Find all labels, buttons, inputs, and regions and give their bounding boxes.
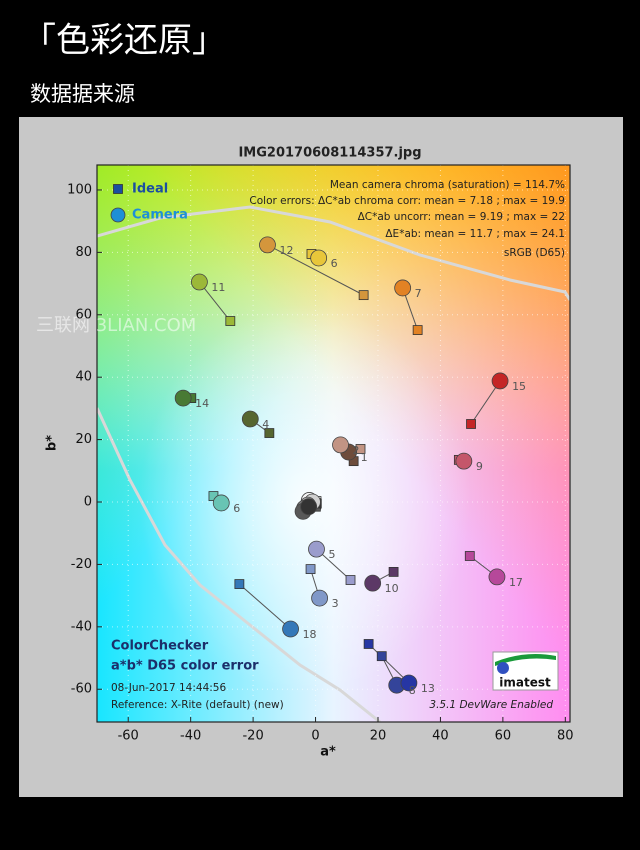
camera-point	[191, 273, 208, 291]
error-line	[368, 643, 410, 684]
point-label: 4	[262, 418, 269, 431]
x-tick-label: 0	[311, 729, 319, 744]
version-text: 3.5.1 DevWare Enabled	[429, 699, 553, 711]
x-tick-label: -60	[118, 729, 139, 744]
camera-point	[394, 279, 412, 297]
ideal-point	[464, 551, 475, 561]
y-tick-label: -20	[71, 557, 92, 572]
y-tick-label: 100	[67, 182, 92, 197]
annotation: Color errors: ΔC*ab chroma corr: mean = …	[249, 195, 565, 207]
camera-point	[491, 372, 509, 390]
annotation: ΔC*ab uncorr: mean = 9.19 ; max = 22	[358, 211, 565, 223]
page-title: 「色彩还原」	[22, 21, 226, 61]
watermark: 三联网 3LIAN.COM	[36, 315, 196, 336]
legend-label: Ideal	[132, 182, 168, 197]
error-line	[239, 583, 291, 630]
point-label: 5	[328, 548, 335, 561]
logo-swoosh	[495, 654, 556, 666]
point-label: 18	[303, 628, 317, 641]
error-line	[470, 380, 501, 425]
gamut-boundary	[97, 407, 381, 722]
camera-point	[308, 540, 325, 558]
camera-point	[241, 410, 259, 428]
camera-point	[310, 249, 328, 267]
footer-text: a*b* D65 color error	[111, 659, 259, 674]
annotation: ΔE*ab: mean = 11.7 ; max = 24.1	[385, 228, 565, 240]
ideal-point	[466, 419, 476, 429]
camera-point	[212, 494, 230, 512]
page-subtitle: 数据据来源	[30, 82, 135, 106]
point-label: 6	[233, 502, 240, 515]
ideal-point	[388, 567, 399, 577]
footer-text: Reference: X-Rite (default) (new)	[111, 699, 284, 711]
point-label: 1	[361, 451, 368, 464]
ideal-point	[412, 325, 423, 335]
x-axis-label: a*	[320, 745, 336, 760]
x-tick-label: -20	[242, 729, 263, 744]
y-tick-label: 40	[75, 370, 92, 385]
camera-point	[364, 574, 382, 592]
camera-point	[488, 568, 506, 586]
ideal-point	[363, 639, 374, 649]
y-tick-label: 80	[75, 245, 92, 260]
point-label: 11	[211, 281, 225, 294]
camera-point	[400, 674, 418, 692]
point-label: 6	[331, 257, 338, 270]
point-label: 2	[353, 444, 360, 457]
ideal-point	[225, 316, 236, 326]
y-axis-label: b*	[45, 435, 60, 451]
point-label: 9	[476, 460, 483, 473]
point-label: 8	[409, 684, 416, 697]
gamut-boundary	[97, 205, 570, 301]
x-tick-label: -40	[180, 729, 201, 744]
camera-point	[174, 389, 192, 407]
logo-dot	[497, 662, 509, 674]
camera-point	[259, 236, 276, 254]
y-tick-label: 60	[75, 307, 92, 322]
point-label: 13	[421, 682, 435, 695]
point-label: 10	[385, 582, 399, 595]
ideal-point	[234, 579, 245, 589]
legend-marker	[113, 184, 123, 194]
point-label: 14	[195, 397, 209, 410]
chart-title: IMG20170608114357.jpg	[238, 146, 421, 161]
point-label: 15	[512, 380, 526, 393]
camera-point	[332, 436, 349, 454]
camera-point	[311, 589, 329, 607]
camera-point	[300, 498, 318, 516]
point-label: 3	[332, 597, 339, 610]
point-label: 12	[279, 244, 293, 257]
ideal-point	[376, 651, 387, 662]
point-label: 7	[415, 287, 422, 300]
x-tick-label: 80	[557, 729, 574, 744]
logo-text: imatest	[499, 676, 551, 690]
ideal-point	[264, 428, 275, 438]
camera-point	[455, 452, 473, 470]
ideal-point	[358, 290, 369, 301]
y-tick-label: -40	[71, 619, 92, 634]
footer-text: ColorChecker	[111, 639, 209, 654]
error-line	[267, 244, 364, 296]
camera-point	[282, 620, 299, 638]
y-tick-label: -60	[71, 682, 92, 697]
y-tick-label: 0	[84, 495, 92, 510]
x-tick-label: 60	[495, 729, 512, 744]
legend-marker	[110, 207, 126, 223]
legend-label: Camera	[132, 208, 188, 223]
x-tick-label: 40	[432, 729, 449, 744]
annotation: Mean camera chroma (saturation) = 114.7%	[330, 179, 565, 191]
plot-frame	[96, 164, 571, 723]
x-tick-label: 20	[370, 729, 387, 744]
footer-text: 08-Jun-2017 14:44:56	[111, 682, 226, 694]
y-tick-label: 20	[75, 432, 92, 447]
ideal-point	[345, 575, 356, 585]
annotation: sRGB (D65)	[504, 247, 565, 259]
ideal-point	[305, 564, 316, 574]
point-label: 17	[509, 576, 523, 589]
